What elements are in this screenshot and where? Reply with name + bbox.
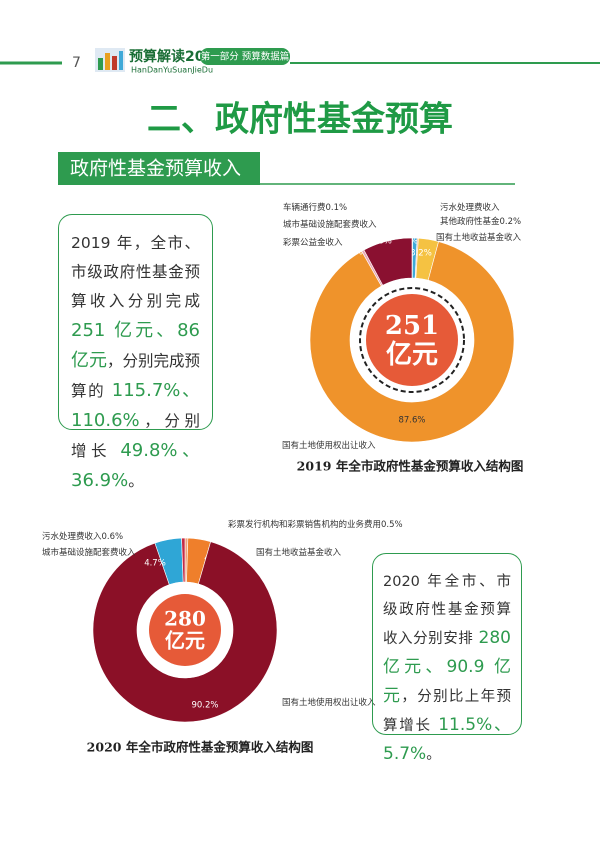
category-name: 污水处理费收入 — [42, 531, 102, 542]
slice-label: 车辆通行费0.1% — [283, 202, 347, 213]
text-box: 2019 年，全市、市级政府性基金预算收入分别完成 251 亿元、86 亿元，分… — [58, 214, 213, 491]
slice-label: 城市基础设施配套费收入 — [42, 547, 136, 558]
page-number: 7 — [72, 55, 81, 71]
highlight: 49.8%、36.9% — [71, 440, 200, 491]
category-name: 国有土地使用权出让收入 — [282, 440, 376, 451]
text: ，分别增长 — [71, 412, 200, 460]
pinyin: HanDanYuSuanJieDu — [131, 66, 213, 75]
text: ，分别比上年预算增长 — [383, 689, 512, 734]
slice-label: 彩票公益金收入 — [283, 237, 343, 248]
center-disc — [366, 294, 458, 386]
category-name: 国有土地使用权出让收入 — [282, 697, 376, 708]
category-name: 国有土地收益基金收入 — [436, 232, 522, 243]
value-label: 0.5% — [381, 520, 403, 530]
slice-label: 国有土地使用权出让收入 — [282, 440, 376, 451]
highlight: 115.7%、110.6% — [71, 380, 200, 431]
center-value: 251 — [385, 311, 439, 341]
page-title: 二、政府性基金预算 — [147, 100, 453, 140]
chart-caption: 2020 年全市政府性基金预算收入结构图 — [87, 740, 314, 755]
slice-label: 国有土地收益基金收入 — [256, 547, 342, 558]
section-title: 政府性基金预算收入 — [70, 158, 241, 180]
brand: 预算解读2020 — [129, 48, 224, 65]
value-label: 87.6% — [398, 416, 425, 426]
value-label: 7.8% — [370, 237, 392, 247]
slice-label: 污水处理费收入 — [440, 202, 500, 213]
slice-label: 国有土地收益基金收入 — [436, 232, 522, 243]
value-label: 3.2% — [410, 249, 432, 259]
logo — [95, 48, 125, 72]
category-name: 城市基础设施配套费收入 — [42, 547, 136, 558]
text: ，分别完成预算的 — [71, 352, 201, 400]
value-label: 0.1% — [326, 203, 348, 213]
category-name: 彩票发行机构和彩票销售机构的业务费用 — [228, 519, 381, 530]
text: 。 — [128, 472, 144, 490]
center-unit: 亿元 — [386, 340, 438, 370]
highlight: 280 亿元、90.9 亿元 — [383, 628, 511, 706]
category-name: 国有土地收益基金收入 — [256, 547, 342, 558]
center-disc — [149, 594, 221, 666]
slice-label: 污水处理费收入0.6% — [42, 531, 123, 542]
part-pill — [200, 48, 290, 65]
text: 。 — [426, 747, 441, 763]
value-label: 90.2% — [191, 701, 218, 711]
value-label: 0.4% — [341, 248, 363, 258]
category-name: 城市基础设施配套费收入 — [283, 219, 377, 230]
slice-label: 其他政府性基金0.2% — [440, 216, 521, 227]
category-name: 彩票公益金收入 — [283, 237, 343, 248]
slice-label: 彩票发行机构和彩票销售机构的业务费用0.5% — [228, 519, 403, 530]
center-unit: 亿元 — [165, 629, 205, 653]
value-label: 0.2% — [500, 217, 522, 227]
slice-label: 城市基础设施配套费收入 — [283, 219, 377, 230]
pie-slice — [309, 241, 515, 443]
highlight: 11.5%、5.7% — [383, 715, 511, 764]
center-value: 280 — [164, 607, 206, 631]
value-label: 4.7% — [144, 559, 166, 569]
category-name: 污水处理费收入 — [440, 202, 500, 213]
category-name: 其他政府性基金 — [440, 216, 500, 227]
dashed-ring — [359, 287, 465, 393]
chart-caption: 2019 年全市政府性基金预算收入结构图 — [297, 459, 524, 474]
section-bar — [58, 152, 260, 185]
part-label: 第一部分 预算数据篇 — [201, 51, 290, 63]
text: 2019 年，全市、市级政府性基金预算收入分别完成 — [71, 234, 200, 310]
category-name: 车辆通行费 — [283, 202, 326, 213]
text: 2020 年全市、市级政府性基金预算收入分别安排 — [383, 574, 511, 647]
value-label: 0.6% — [102, 532, 124, 542]
text-box: 2020 年全市、市级政府性基金预算收入分别安排 280 亿元、90.9 亿元，… — [372, 553, 522, 764]
slice-label: 国有土地使用权出让收入 — [282, 697, 376, 708]
highlight: 251 亿元、86 亿元 — [71, 320, 200, 371]
